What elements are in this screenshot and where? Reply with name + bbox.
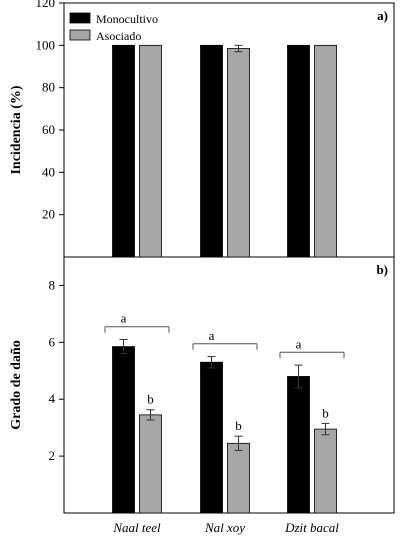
legend-swatch-monocultivo bbox=[69, 12, 91, 24]
bar-asociado bbox=[227, 442, 250, 514]
bar-asociado bbox=[139, 414, 162, 514]
significance-letter: a bbox=[209, 328, 215, 343]
legend-label-asociado: Asociado bbox=[96, 29, 141, 43]
significance-letter: b bbox=[235, 418, 242, 433]
y-tick-label: 8 bbox=[49, 277, 56, 292]
x-tick-label-naal-teel: Naal teel bbox=[112, 520, 161, 535]
panel-b-y-axis-title: Grado de daño bbox=[9, 340, 24, 429]
legend-label-monocultivo: Monocultivo bbox=[96, 12, 158, 26]
significance-letter: b bbox=[322, 405, 329, 420]
y-tick-label: 20 bbox=[42, 207, 55, 222]
panel-a-y-axis-title: Incidencia (%) bbox=[9, 85, 24, 174]
bar-asociado bbox=[314, 44, 337, 258]
significance-letter: a bbox=[121, 311, 127, 326]
panel-b-label: b) bbox=[376, 262, 388, 277]
bar-monocultivo bbox=[287, 376, 310, 514]
bar-asociado bbox=[314, 428, 337, 514]
bar-monocultivo bbox=[200, 44, 223, 258]
y-tick-label: 2 bbox=[49, 448, 56, 463]
significance-letter: b bbox=[147, 392, 154, 407]
bar-monocultivo bbox=[112, 44, 135, 258]
bar-asociado bbox=[227, 48, 250, 258]
legend-swatch-asociado bbox=[69, 29, 91, 41]
y-tick-label: 4 bbox=[49, 391, 56, 406]
legend: Monocultivo Asociado bbox=[69, 12, 158, 43]
y-tick-label: 6 bbox=[49, 334, 56, 349]
bar-asociado bbox=[139, 44, 162, 258]
bar-monocultivo bbox=[200, 361, 223, 514]
y-tick-label: 120 bbox=[36, 0, 56, 10]
y-tick-label: 80 bbox=[42, 80, 55, 95]
bar-monocultivo bbox=[112, 346, 135, 514]
x-tick-label-dzit-bacal: Dzit bacal bbox=[284, 520, 339, 535]
significance-letter: a bbox=[296, 336, 302, 351]
x-tick-label-nal-xoy: Nal xoy bbox=[204, 520, 245, 535]
chart-marks: 20 40 60 80 100 120 2 4 6 8 a b a b a b bbox=[36, 0, 345, 514]
bar-monocultivo bbox=[287, 44, 310, 258]
y-tick-label: 40 bbox=[42, 164, 55, 179]
panel-a-label: a) bbox=[377, 8, 388, 23]
y-tick-label: 100 bbox=[36, 37, 56, 52]
y-tick-label: 60 bbox=[42, 122, 55, 137]
